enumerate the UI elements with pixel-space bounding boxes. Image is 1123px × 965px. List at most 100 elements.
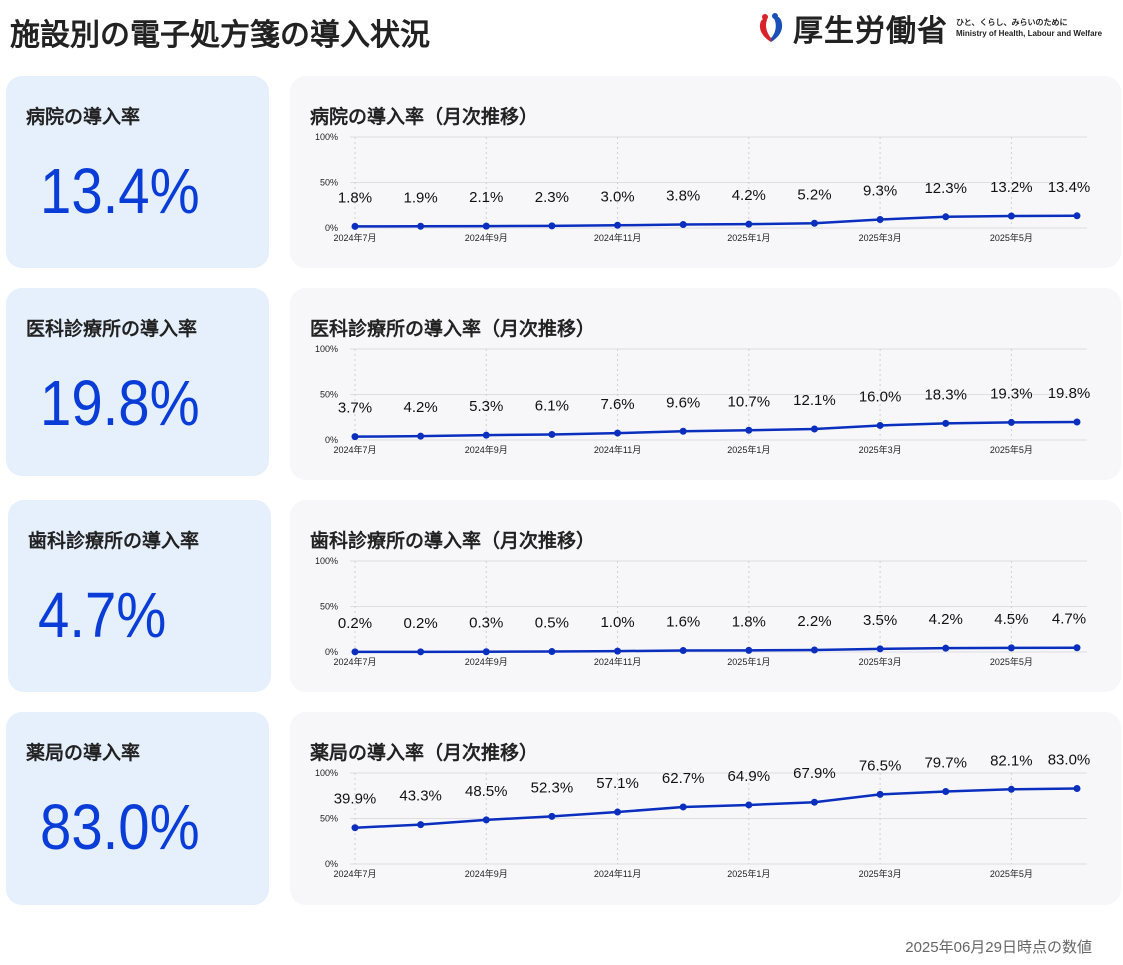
data-label: 2.3% [535, 189, 569, 206]
data-label: 43.3% [399, 788, 442, 805]
chart-title: 病院の導入率（月次推移） [310, 107, 539, 128]
data-point [876, 216, 884, 224]
data-label: 3.5% [863, 612, 897, 629]
data-label: 48.5% [465, 783, 508, 800]
y-tick-label: 0% [325, 859, 338, 869]
data-point [1073, 418, 1081, 426]
y-tick-label: 0% [325, 647, 338, 657]
card-title: 病院の導入率 [26, 107, 141, 128]
x-tick-label: 2024年7月 [333, 232, 376, 243]
chart-title: 歯科診療所の導入率（月次推移） [310, 531, 596, 552]
data-point [548, 812, 556, 820]
data-point [614, 808, 622, 816]
data-label: 3.0% [600, 188, 634, 205]
y-tick-label: 100% [315, 132, 338, 142]
x-tick-label: 2025年3月 [859, 656, 902, 667]
data-point [1007, 785, 1015, 793]
data-point [1073, 212, 1081, 220]
data-point [1073, 644, 1081, 652]
chart-dental-clinic: 0% 50% 100% 2024年7月 2024年9月 2024年11月 2025年1月 20… [315, 556, 1087, 667]
data-label: 10.7% [728, 393, 771, 410]
series-line [354, 420, 1078, 438]
data-point [745, 426, 753, 434]
mhlw-logo: 厚生労働省 ひと、くらし、みらいのために Ministry of Health,… [755, 6, 1102, 50]
chart-panel-dental-clinic: 歯科診療所の導入率（月次推移） 0% 50% 100% 2024年7月 2024年9月 2… [290, 500, 1121, 692]
x-tick-label: 2024年11月 [594, 868, 641, 879]
data-point [942, 787, 950, 795]
data-label: 13.2% [990, 179, 1033, 196]
data-point [482, 648, 490, 656]
y-tick-label: 0% [325, 435, 338, 445]
x-tick-label: 2024年9月 [465, 232, 508, 243]
x-tick-label: 2025年3月 [859, 232, 902, 243]
y-tick-label: 50% [320, 390, 338, 400]
data-label: 19.8% [1048, 385, 1091, 402]
card-value: 19.8% [40, 367, 200, 439]
data-label: 19.3% [990, 385, 1033, 402]
data-label: 82.1% [990, 752, 1033, 769]
chart-panel-medical-clinic: 医科診療所の導入率（月次推移） 0% 50% 100% 2024年7月 2024年9月 2… [290, 288, 1121, 480]
data-label: 79.7% [924, 754, 967, 771]
data-label: 0.2% [404, 615, 438, 632]
data-label: 4.2% [929, 611, 963, 628]
chart-title: 薬局の導入率（月次推移） [310, 743, 539, 764]
card-pharmacy: 薬局の導入率 83.0% [6, 712, 269, 905]
data-point [1073, 784, 1081, 792]
card-value: 13.4% [40, 155, 200, 227]
card-title: 医科診療所の導入率 [26, 319, 198, 340]
x-tick-label: 2025年1月 [727, 868, 770, 879]
x-tick-label: 2025年5月 [990, 232, 1033, 243]
chart-medical-clinic: 0% 50% 100% 2024年7月 2024年9月 2024年11月 2025年1月 20… [315, 344, 1091, 455]
x-tick-label: 2024年11月 [594, 232, 641, 243]
x-tick-label: 2024年11月 [594, 444, 641, 455]
x-tick-label: 2024年11月 [594, 656, 641, 667]
data-point [1007, 418, 1015, 426]
data-label: 4.2% [732, 187, 766, 204]
data-label: 9.6% [666, 394, 700, 411]
data-point [548, 222, 556, 230]
data-point [679, 647, 687, 655]
data-point [351, 433, 359, 441]
data-point [679, 221, 687, 229]
data-point [417, 432, 425, 440]
chart-panel-pharmacy: 薬局の導入率（月次推移） 0% 50% 100% 2024年7月 2024年9月 2024… [290, 712, 1121, 905]
data-label: 4.5% [994, 611, 1028, 628]
x-tick-label: 2025年5月 [990, 656, 1033, 667]
series-line [354, 787, 1078, 829]
data-label: 12.3% [924, 180, 967, 197]
chart-panel-hospital: 病院の導入率（月次推移） 0% 50% 100% 2024年7月 2024年9月 2024… [290, 76, 1121, 268]
y-tick-label: 50% [320, 178, 338, 188]
data-point [810, 646, 818, 654]
x-tick-label: 2024年9月 [465, 868, 508, 879]
data-point [614, 221, 622, 229]
data-label: 1.6% [666, 614, 700, 631]
y-tick-label: 100% [315, 768, 338, 778]
data-label: 64.9% [728, 768, 771, 785]
data-label: 18.3% [924, 386, 967, 403]
x-tick-label: 2025年1月 [727, 232, 770, 243]
card-title: 歯科診療所の導入率 [28, 531, 200, 552]
data-point [548, 430, 556, 438]
data-point [482, 816, 490, 824]
data-label: 13.4% [1048, 179, 1091, 196]
data-point [614, 647, 622, 655]
data-point [548, 648, 556, 656]
y-tick-label: 100% [315, 344, 338, 354]
data-label: 3.8% [666, 188, 700, 205]
card-value: 4.7% [38, 579, 167, 651]
page-title: 施設別の電子処方箋の導入状況 [10, 19, 430, 52]
data-point [417, 222, 425, 230]
data-label: 0.2% [338, 615, 372, 632]
data-label: 3.7% [338, 400, 372, 417]
x-tick-label: 2024年9月 [465, 656, 508, 667]
x-tick-label: 2025年5月 [990, 444, 1033, 455]
x-tick-label: 2024年7月 [333, 868, 376, 879]
data-point [745, 220, 753, 228]
x-tick-label: 2025年3月 [859, 444, 902, 455]
data-label: 1.8% [338, 189, 372, 206]
data-label: 12.1% [793, 392, 836, 409]
chart-pharmacy: 0% 50% 100% 2024年7月 2024年9月 2024年11月 2025年1月 20… [315, 751, 1090, 879]
data-point [745, 646, 753, 654]
y-tick-label: 0% [325, 223, 338, 233]
data-point [351, 222, 359, 230]
